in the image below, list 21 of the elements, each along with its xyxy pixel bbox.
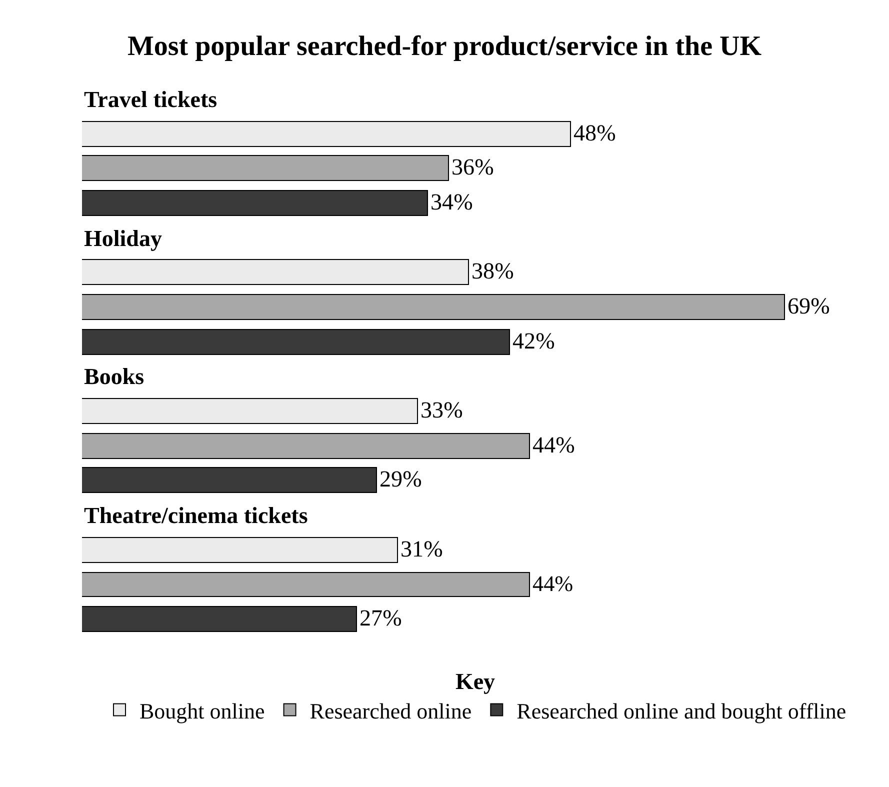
chart-title: Most popular searched-for product/service in the UK (127, 31, 762, 62)
data-label: 36% (452, 154, 494, 180)
y-tick-label: Books (84, 364, 144, 389)
data-label: 38% (472, 258, 514, 284)
data-label: 27% (360, 604, 402, 631)
data-label: 48% (574, 120, 616, 146)
data-label: 29% (380, 466, 422, 492)
y-tick-label: Travel tickets (84, 87, 218, 112)
data-label: 33% (420, 396, 463, 423)
data-label: 44% (532, 432, 575, 458)
data-label: 31% (400, 536, 443, 562)
y-tick-label: Theatre/cinema tickets (84, 503, 308, 528)
data-label: 34% (430, 188, 473, 215)
data-label: 42% (512, 328, 555, 354)
legend-label: Bought online (140, 698, 265, 724)
legend-label: Researched online and bought offline (516, 698, 846, 724)
legend-title: Key (455, 668, 496, 694)
y-tick-label: Holiday (84, 226, 162, 251)
legend-label: Researched online (310, 698, 472, 724)
data-label: 44% (532, 570, 574, 596)
data-label: 69% (788, 292, 830, 319)
